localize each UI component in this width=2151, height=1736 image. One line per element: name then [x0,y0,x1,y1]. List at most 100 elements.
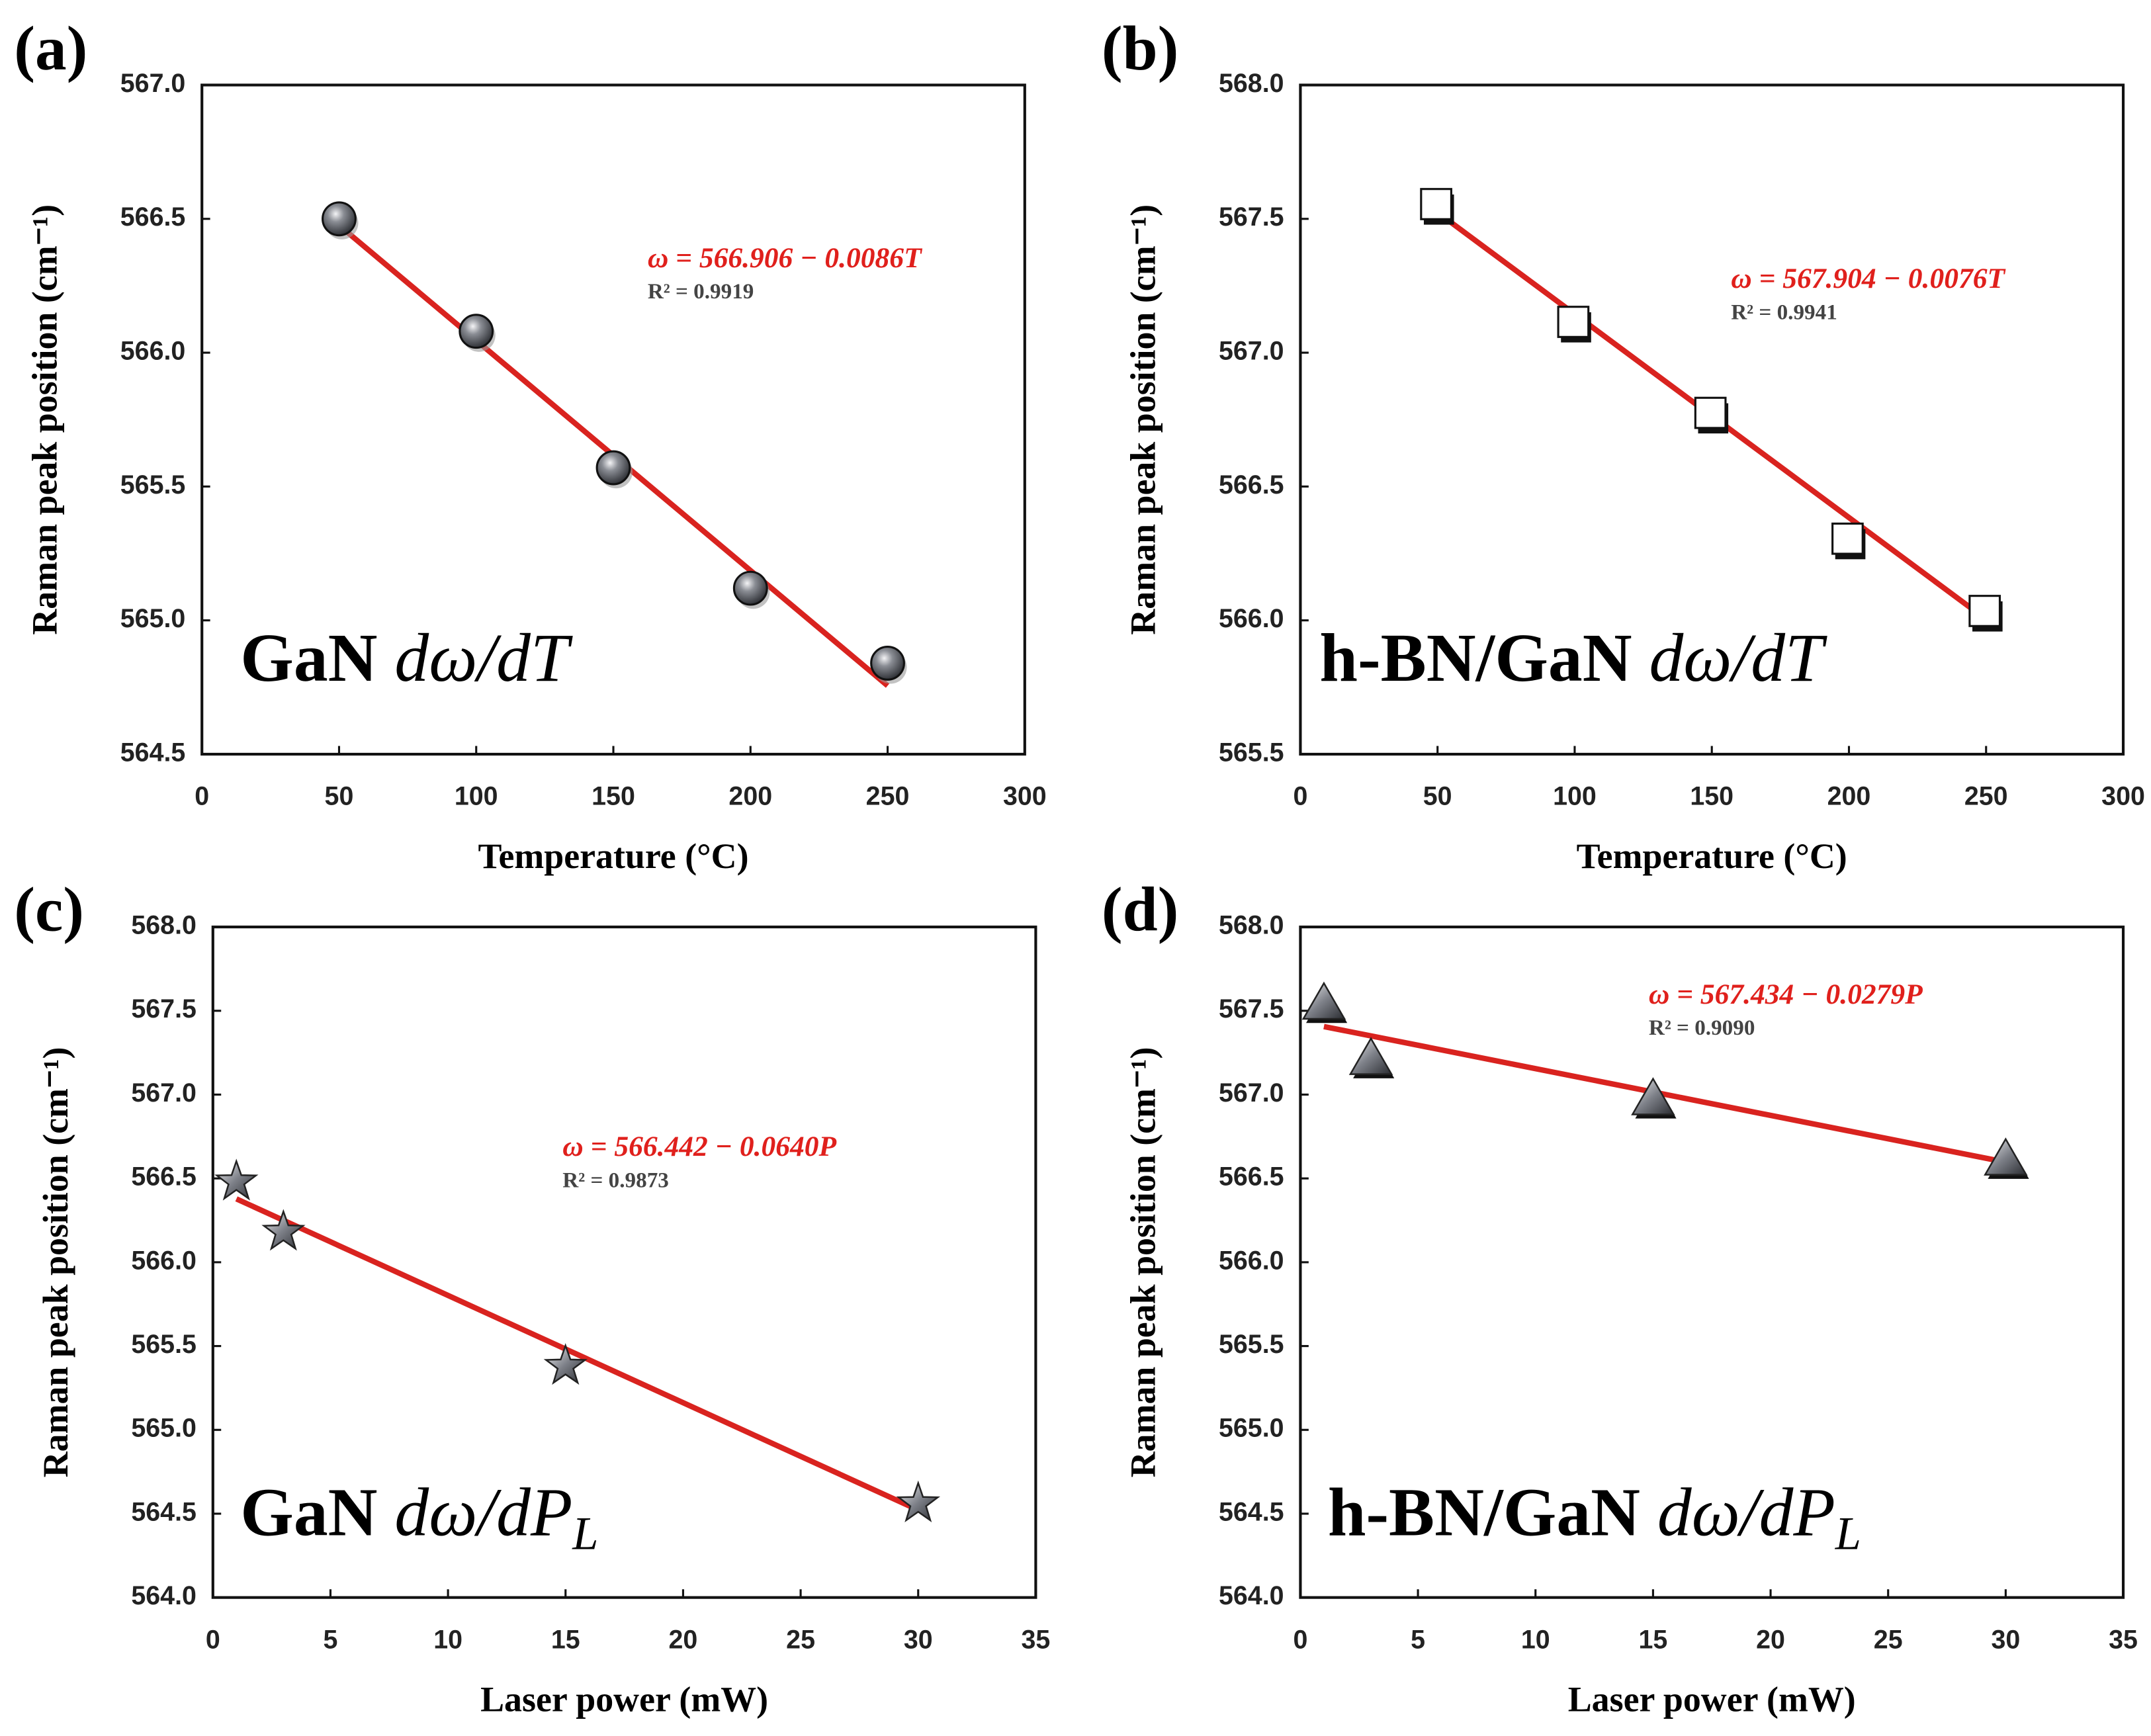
marker [732,570,768,606]
annotation-text: GaN [240,1475,394,1550]
x-tick-label: 50 [325,782,354,811]
x-tick-label: 200 [728,782,772,811]
x-tick-label: 300 [1003,782,1047,811]
annotation-sub: L [572,1508,598,1560]
x-tick-label: 30 [904,1625,933,1654]
marker [1301,981,1346,1020]
y-axis-title: Raman peak position (cm⁻¹) [1123,204,1163,635]
plot-area [1299,926,2125,1599]
plot-area [211,926,1037,1599]
panel: 0 50 100 150 200 250 300 564.5 565.0 565.5 566.0 56… [14,13,1046,876]
y-tick-label: 565.0 [120,604,186,633]
y-axis-title: Raman peak position (cm⁻¹) [1123,1047,1163,1478]
equation: ω = 567.434 − 0.0279P [1649,978,1923,1010]
x-tick-label: 10 [1521,1625,1550,1654]
y-tick-label: 566.0 [1219,1246,1284,1275]
panel: 0 50 100 150 200 250 300 565.5 566.0 566.5 567.0 56… [1102,13,2145,876]
panel-annotation: GaN dω/dPL [240,1475,598,1559]
panel-annotation: GaN dω/dT [240,621,573,696]
x-tick-label: 250 [1964,782,2008,811]
marker [459,314,494,349]
x-axis-title: Temperature (°C) [478,836,748,876]
y-tick-label: 568.0 [1219,69,1284,98]
x-tick-label: 150 [592,782,635,811]
y-tick-label: 567.0 [131,1078,197,1107]
y-tick-label: 567.0 [120,69,186,98]
plot-area [200,83,1026,756]
r-squared: R² = 0.9919 [648,279,754,304]
r-squared: R² = 0.9090 [1649,1016,1755,1040]
x-tick-label: 35 [1021,1625,1050,1654]
y-tick-label: 566.5 [1219,470,1284,499]
annotation-text: h-BN/GaN [1319,621,1649,696]
x-axis-title: Laser power (mW) [480,1680,768,1719]
panel-label: (d) [1102,874,1179,944]
y-tick-label: 567.5 [131,994,197,1023]
y-tick-label: 566.5 [1219,1162,1284,1192]
x-tick-label: 100 [455,782,498,811]
marker [261,1209,306,1251]
x-tick-label: 5 [323,1625,337,1654]
fit-line [235,1196,920,1513]
annotation-math: dω/dT [1649,621,1827,696]
marker [1694,396,1727,429]
y-tick-label: 565.0 [131,1414,197,1443]
marker [1631,1077,1675,1115]
y-tick-label: 567.0 [1219,1078,1284,1107]
x-tick-label: 20 [1756,1625,1785,1654]
y-tick-label: 568.0 [131,911,197,940]
marker [543,1343,588,1385]
y-tick-label: 565.5 [131,1330,197,1359]
y-tick-label: 568.0 [1219,911,1284,940]
annotation-math: dω/dP [394,1475,572,1550]
marker [214,1158,259,1201]
x-tick-label: 0 [206,1625,220,1654]
panel: 0 5 10 15 20 25 30 35 564.0 564.5 565.0 565.5 566.0 5… [1102,874,2138,1719]
y-tick-label: 564.5 [1219,1497,1284,1526]
y-tick-label: 567.5 [1219,202,1284,232]
y-tick-label: 564.5 [120,738,186,767]
x-tick-label: 10 [433,1625,462,1654]
y-tick-label: 567.0 [1219,336,1284,365]
x-tick-label: 50 [1423,782,1452,811]
marker [1348,1037,1393,1075]
marker [1557,306,1590,338]
x-tick-label: 0 [1293,782,1307,811]
annotation-math: dω/dP [1657,1475,1835,1550]
x-tick-label: 0 [1293,1625,1307,1654]
x-tick-label: 30 [1991,1625,2020,1654]
x-tick-label: 0 [195,782,209,811]
panel-label: (b) [1102,13,1179,83]
x-tick-label: 20 [669,1625,698,1654]
y-tick-label: 564.5 [131,1497,197,1526]
panel-annotation: h-BN/GaN dω/dPL [1328,1475,1861,1559]
x-axis-title: Temperature (°C) [1577,836,1847,876]
y-axis-title: Raman peak position (cm⁻¹) [36,1047,75,1478]
y-tick-label: 565.5 [120,470,186,499]
x-tick-label: 250 [866,782,910,811]
x-tick-label: 25 [1874,1625,1903,1654]
y-tick-label: 564.0 [1219,1581,1284,1610]
y-tick-label: 566.0 [120,336,186,365]
fit-line [1323,1023,2007,1165]
equation: ω = 566.442 − 0.0640P [562,1131,836,1162]
x-tick-label: 15 [551,1625,580,1654]
panel-label: (a) [14,13,87,83]
x-tick-label: 35 [2109,1625,2138,1654]
r-squared: R² = 0.9941 [1731,300,1837,324]
y-tick-label: 566.0 [1219,604,1284,633]
annotation-sub: L [1835,1508,1861,1560]
x-axis-title: Laser power (mW) [1568,1680,1856,1719]
r-squared: R² = 0.9873 [562,1168,669,1192]
x-tick-label: 15 [1638,1625,1667,1654]
marker [1984,1137,2028,1176]
y-tick-label: 565.0 [1219,1414,1284,1443]
y-tick-label: 567.5 [1219,994,1284,1023]
y-tick-label: 565.5 [1219,1330,1284,1359]
y-axis-title: Raman peak position (cm⁻¹) [24,204,64,635]
marker [1968,595,2001,627]
marker [1831,522,1864,555]
equation: ω = 566.906 − 0.0086T [648,242,922,274]
y-tick-label: 565.5 [1219,738,1284,767]
annotation-text: GaN [240,621,394,696]
